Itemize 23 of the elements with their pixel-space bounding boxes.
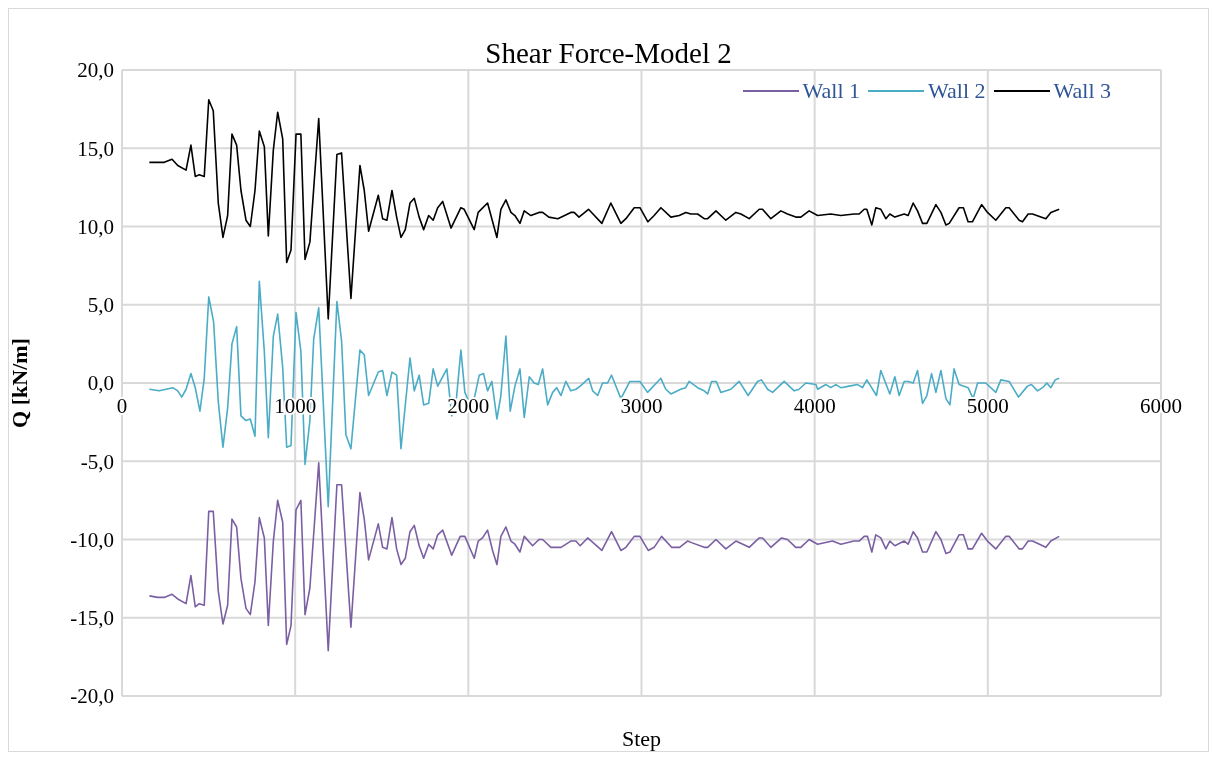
y-tick-label: -10,0	[70, 527, 114, 552]
line-series	[148, 462, 1060, 652]
y-axis-title: Q [kN/m]	[6, 338, 32, 428]
x-tick-label: 4000	[793, 394, 836, 418]
y-tick-label: 0,0	[87, 371, 114, 396]
legend-label: Wall 1	[801, 78, 860, 104]
x-tick-label: 5000	[966, 394, 1009, 418]
legend-label: Wall 2	[927, 78, 986, 104]
y-tick-label: 20,0	[77, 58, 114, 83]
y-tick-label: -20,0	[70, 684, 114, 709]
y-tick-label: 15,0	[77, 136, 114, 161]
y-tick-label: -15,0	[70, 606, 114, 631]
legend-label: Wall 3	[1052, 78, 1111, 104]
x-axis-title: Step	[621, 726, 662, 751]
line-series	[148, 98, 1060, 320]
x-tick-label: 6000	[1140, 394, 1182, 418]
x-tick-label: 0	[116, 394, 128, 418]
y-tick-label: -5,0	[80, 449, 114, 474]
chart-title: Shear Force-Model 2	[485, 37, 732, 69]
x-tick-label: 3000	[620, 394, 663, 418]
y-tick-label: 5,0	[87, 293, 114, 318]
y-tick-label: 10,0	[77, 214, 114, 239]
line-series	[148, 280, 1060, 508]
